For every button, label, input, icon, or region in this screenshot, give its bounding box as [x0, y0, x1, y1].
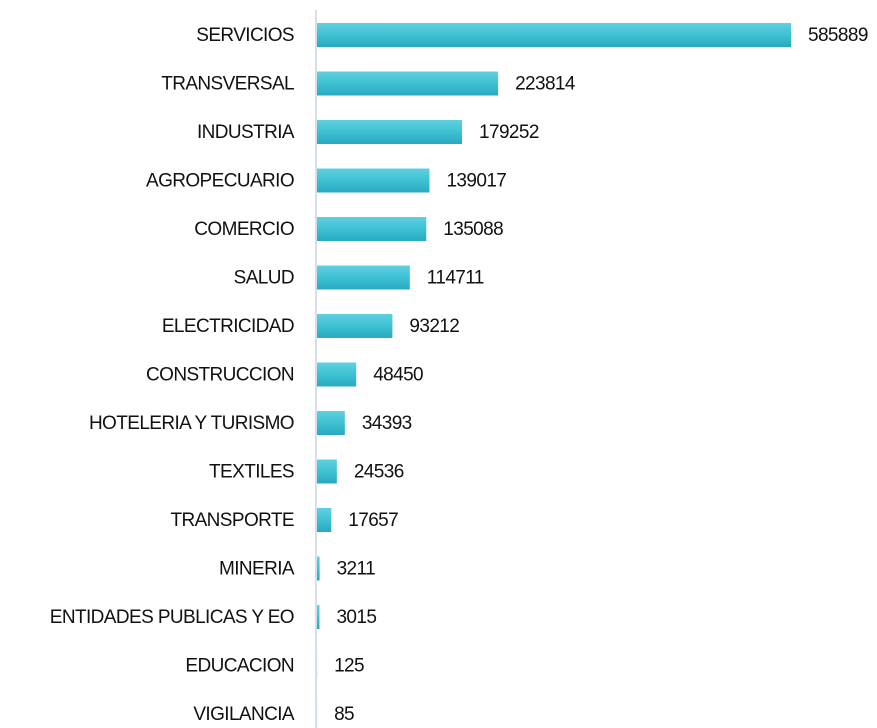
bar: [317, 265, 410, 290]
bar: [317, 23, 791, 47]
value-label: 3015: [336, 607, 376, 628]
category-label: ENTIDADES PUBLICAS Y EO: [50, 607, 294, 628]
category-label: SALUD: [234, 268, 294, 289]
bar: [317, 508, 332, 532]
value-label: 85: [334, 704, 354, 725]
bar: [317, 120, 463, 144]
category-label: ELECTRICIDAD: [162, 316, 294, 337]
value-label: 585889: [808, 25, 868, 46]
category-label: EDUCACION: [185, 656, 294, 677]
bar: [317, 362, 357, 387]
value-label: 114711: [427, 268, 484, 289]
value-label: 24536: [354, 462, 404, 483]
value-label: 17657: [348, 510, 398, 531]
category-label: CONSTRUCCION: [146, 365, 294, 386]
category-label: AGROPECUARIO: [146, 171, 294, 192]
bar: [317, 556, 320, 581]
value-label: 3211: [337, 559, 375, 580]
category-label: INDUSTRIA: [197, 122, 295, 143]
bar: [317, 168, 430, 193]
category-label: VIGILANCIA: [193, 704, 295, 725]
bar: [317, 605, 320, 629]
category-label: SERVICIOS: [196, 25, 294, 46]
bar: [317, 411, 345, 435]
bar: [317, 71, 499, 96]
value-label: 34393: [362, 413, 412, 434]
bar: [317, 459, 337, 484]
category-label: COMERCIO: [194, 219, 294, 240]
bar: [317, 314, 393, 338]
category-label: TRANSPORTE: [170, 510, 294, 531]
value-label: 223814: [515, 74, 576, 95]
bar: [317, 217, 427, 241]
value-label: 125: [334, 656, 364, 677]
value-label: 139017: [446, 171, 506, 192]
value-label: 135088: [443, 219, 503, 240]
value-label: 93212: [409, 316, 459, 337]
category-label: HOTELERIA Y TURISMO: [89, 413, 294, 434]
value-label: 179252: [479, 122, 539, 143]
category-label: MINERIA: [219, 559, 295, 580]
category-label: TRANSVERSAL: [161, 74, 294, 95]
value-label: 48450: [373, 365, 423, 386]
category-label: TEXTILES: [209, 462, 294, 483]
